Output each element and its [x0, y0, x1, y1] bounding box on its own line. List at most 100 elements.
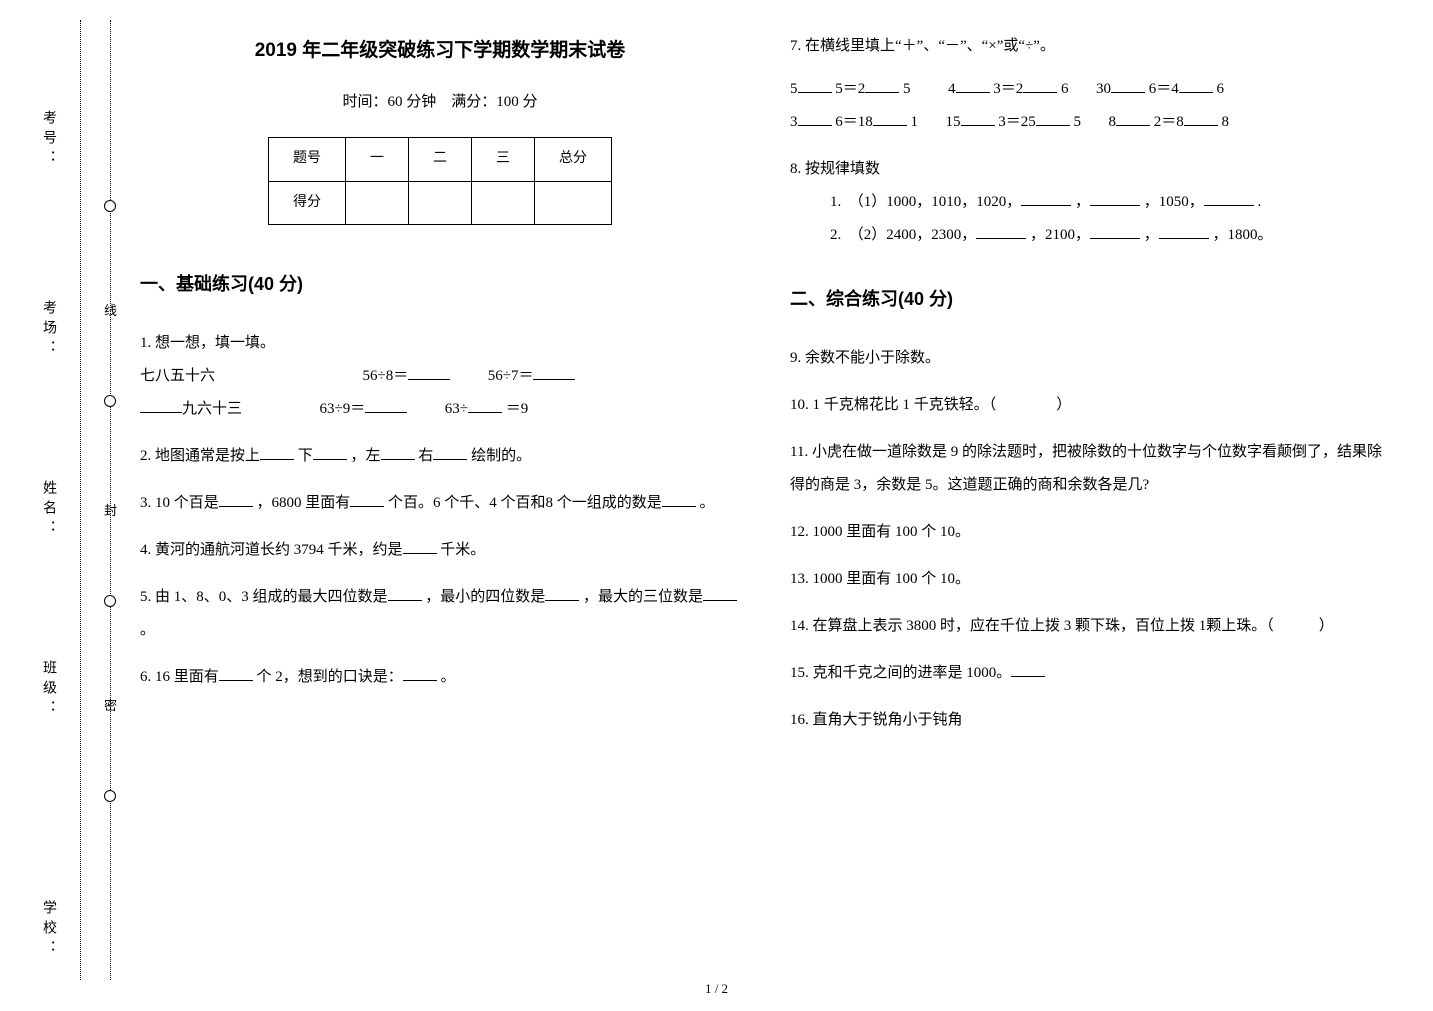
answer-blank[interactable]	[219, 492, 253, 507]
answer-blank[interactable]	[433, 445, 467, 460]
page-content: 2019 年二年级突破练习下学期数学期末试卷 时间：60 分钟 满分：100 分…	[140, 30, 1410, 751]
left-column: 2019 年二年级突破练习下学期数学期末试卷 时间：60 分钟 满分：100 分…	[140, 30, 740, 751]
answer-blank[interactable]	[961, 111, 995, 126]
q7-text: 6＝18	[835, 114, 873, 130]
q15-text: 15. 克和千克之间的进率是 1000。	[790, 665, 1011, 681]
section-2-heading: 二、综合练习(40 分)	[790, 280, 1390, 320]
answer-blank[interactable]	[140, 398, 182, 413]
q7-text: 1	[911, 114, 919, 130]
question-4: 4. 黄河的通航河道长约 3794 千米，约是 千米。	[140, 534, 740, 567]
q6-text: 6. 16 里面有	[140, 669, 219, 685]
page-number: 1 / 2	[705, 981, 728, 997]
q7-text: 2＝8	[1154, 114, 1184, 130]
q5-text: 5. 由 1、8、0、3 组成的最大四位数是	[140, 589, 388, 605]
answer-blank[interactable]	[1159, 224, 1209, 239]
side-label-name: 姓名：	[38, 480, 58, 540]
answer-blank[interactable]	[865, 78, 899, 93]
answer-blank[interactable]	[1184, 111, 1218, 126]
q1-line2: 九六十三 63÷9＝ 63÷ ＝9	[140, 393, 740, 426]
answer-blank[interactable]	[365, 398, 407, 413]
q7-text: 4	[948, 81, 956, 97]
q5-text: ，最大的三位数是	[583, 589, 703, 605]
question-11: 11. 小虎在做一道除数是 9 的除法题时，把被除数的十位数字与个位数字看颠倒了…	[790, 436, 1390, 502]
answer-blank[interactable]	[956, 78, 990, 93]
score-col-header: 三	[472, 137, 535, 181]
answer-blank[interactable]	[350, 492, 384, 507]
q3-text: 。	[700, 495, 715, 511]
q3-text: 个百。6 个千、4 个百和8 个一组成的数是	[388, 495, 662, 511]
answer-blank[interactable]	[662, 492, 696, 507]
score-cell	[535, 181, 612, 225]
answer-blank[interactable]	[873, 111, 907, 126]
answer-blank[interactable]	[798, 111, 832, 126]
answer-blank[interactable]	[408, 365, 450, 380]
answer-blank[interactable]	[1011, 662, 1045, 677]
answer-blank[interactable]	[403, 539, 437, 554]
answer-blank[interactable]	[798, 78, 832, 93]
answer-blank[interactable]	[976, 224, 1026, 239]
answer-blank[interactable]	[1023, 78, 1057, 93]
question-1: 1. 想一想，填一填。 七八五十六 56÷8＝ 56÷7＝ 九六十三 63÷9＝…	[140, 327, 740, 426]
answer-blank[interactable]	[1036, 111, 1070, 126]
answer-blank[interactable]	[1021, 191, 1071, 206]
seal-char: 封	[104, 500, 117, 519]
q7-text: 8	[1222, 114, 1230, 130]
answer-blank[interactable]	[381, 445, 415, 460]
answer-blank[interactable]	[260, 445, 294, 460]
side-label-room: 考场：	[38, 300, 58, 360]
answer-blank[interactable]	[1179, 78, 1213, 93]
answer-blank[interactable]	[1111, 78, 1145, 93]
answer-blank[interactable]	[468, 398, 502, 413]
q1-text: 56÷8＝	[363, 368, 409, 384]
answer-blank[interactable]	[403, 666, 437, 681]
q2-text: ，左	[351, 448, 381, 464]
q1-text: 56÷7＝	[488, 368, 534, 384]
question-5: 5. 由 1、8、0、3 组成的最大四位数是 ，最小的四位数是 ，最大的三位数是…	[140, 581, 740, 647]
q2-text: 下	[298, 448, 313, 464]
answer-blank[interactable]	[1090, 224, 1140, 239]
exam-title: 2019 年二年级突破练习下学期数学期末试卷	[140, 30, 740, 72]
score-col-header: 二	[409, 137, 472, 181]
q8-stem: 8. 按规律填数	[790, 153, 1390, 186]
answer-blank[interactable]	[703, 586, 737, 601]
q7-text: 30	[1096, 81, 1111, 97]
question-6: 6. 16 里面有 个 2，想到的口诀是： 。	[140, 661, 740, 694]
question-2: 2. 地图通常是按上 下 ，左 右 绘制的。	[140, 440, 740, 473]
q7-text: 6＝4	[1149, 81, 1179, 97]
question-8: 8. 按规律填数 1. （1）1000，1010，1020， ， ，1050， …	[790, 153, 1390, 252]
answer-blank[interactable]	[545, 586, 579, 601]
question-14: 14. 在算盘上表示 3800 时，应在千位上拨 3 颗下珠，百位上拨 1颗上珠…	[790, 610, 1390, 643]
q1-text: 63÷9＝	[320, 401, 366, 417]
answer-blank[interactable]	[1204, 191, 1254, 206]
score-col-header: 题号	[269, 137, 346, 181]
answer-blank[interactable]	[313, 445, 347, 460]
q1-text: 63÷	[445, 401, 468, 417]
q8-text: ，1800。	[1213, 227, 1273, 243]
q7-stem: 7. 在横线里填上“＋”、“－”、“×”或“÷”。	[790, 30, 1390, 63]
answer-blank[interactable]	[1090, 191, 1140, 206]
q8-text: ，	[1075, 194, 1090, 210]
question-13: 13. 1000 里面有 100 个 10。	[790, 563, 1390, 596]
answer-blank[interactable]	[219, 666, 253, 681]
q4-text: 千米。	[440, 542, 485, 558]
answer-blank[interactable]	[388, 586, 422, 601]
answer-blank[interactable]	[1116, 111, 1150, 126]
q3-text: 3. 10 个百是	[140, 495, 219, 511]
section-1-heading: 一、基础练习(40 分)	[140, 265, 740, 305]
exam-subtitle: 时间：60 分钟 满分：100 分	[140, 86, 740, 119]
q2-text: 绘制的。	[471, 448, 531, 464]
seal-char: 密	[104, 695, 117, 714]
q8-sub2: 2. （2）2400，2300， ，2100， ， ，1800。	[790, 219, 1390, 252]
q8-text: 1. （1）1000，1010，1020，	[830, 194, 1021, 210]
score-col-header: 总分	[535, 137, 612, 181]
q6-text: 。	[441, 669, 456, 685]
q7-row1: 5 5＝2 5 4 3＝2 6 30 6＝4 6	[790, 73, 1390, 106]
q7-text: 6	[1217, 81, 1225, 97]
question-10: 10. 1 千克棉花比 1 千克铁轻。（ ）	[790, 389, 1390, 422]
answer-blank[interactable]	[533, 365, 575, 380]
q8-text: .	[1258, 194, 1262, 210]
binding-circle	[104, 595, 116, 607]
score-row-label: 得分	[269, 181, 346, 225]
score-cell	[472, 181, 535, 225]
q7-text: 6	[1061, 81, 1069, 97]
